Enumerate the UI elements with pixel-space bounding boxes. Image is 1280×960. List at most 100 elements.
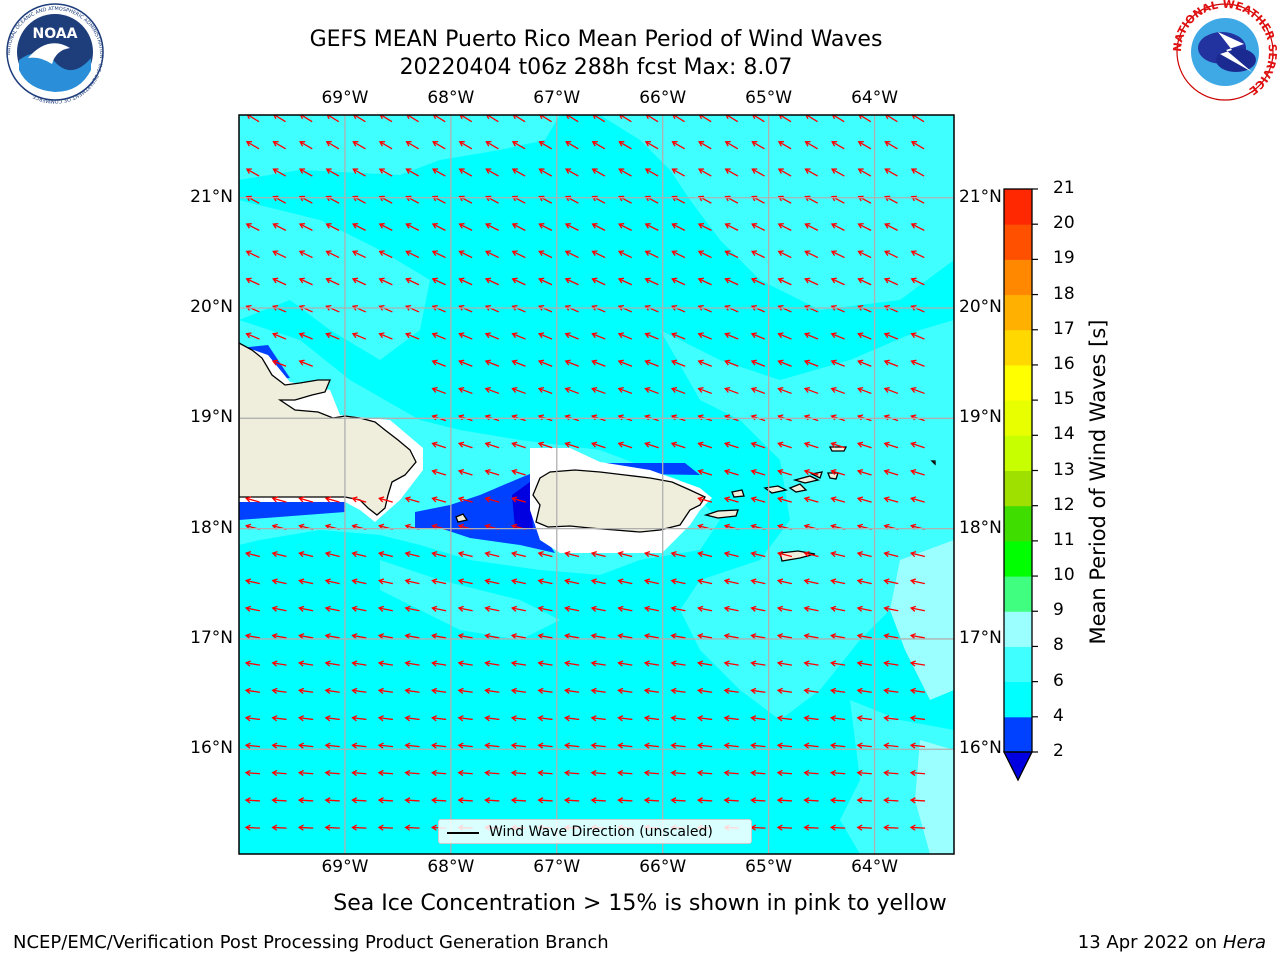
wave-arrow-head xyxy=(671,250,678,256)
wave-arrow-head xyxy=(777,168,784,174)
wave-arrow-head xyxy=(404,605,411,612)
wave-arrow xyxy=(325,771,340,775)
wave-arrow-head xyxy=(645,115,652,120)
wave-arrow xyxy=(778,278,792,286)
wave-arrow xyxy=(432,689,447,693)
wave-arrow-head xyxy=(777,195,784,202)
wave-arrow-head xyxy=(378,496,385,503)
wave-arrow-head xyxy=(377,605,385,612)
wave-arrow-head xyxy=(884,223,891,229)
wave-arrow xyxy=(725,305,739,313)
wave-arrow-head xyxy=(246,115,253,120)
wave-arrow-head xyxy=(698,115,705,120)
wave-arrow xyxy=(458,771,473,775)
wave-arrow xyxy=(725,168,739,177)
wave-arrow xyxy=(379,497,393,503)
wave-arrow xyxy=(511,771,527,775)
wave-arrow-head xyxy=(617,769,624,777)
colorbar-segment xyxy=(1004,435,1032,471)
wave-arrow xyxy=(538,799,553,802)
wave-arrow xyxy=(273,223,287,231)
wave-arrow-head xyxy=(298,305,305,311)
wave-arrow-head xyxy=(670,769,677,777)
wave-arrow-head xyxy=(724,195,731,202)
wave-arrow-head xyxy=(883,551,890,558)
wave-arrow xyxy=(432,771,447,775)
wave-arrow xyxy=(458,442,473,449)
wave-arrow xyxy=(645,278,659,286)
wave-arrow-head xyxy=(883,250,891,256)
wave-arrow xyxy=(512,305,526,313)
vieques xyxy=(703,509,739,519)
wave-arrow xyxy=(485,333,500,340)
wave-arrow xyxy=(698,579,713,585)
wave-arrow-head xyxy=(857,168,864,174)
wave-arrow xyxy=(325,662,340,666)
wave-arrow xyxy=(672,250,686,259)
wave-arrow-head xyxy=(830,250,837,256)
wave-arrow xyxy=(245,799,261,802)
wave-arrow-head xyxy=(724,387,731,393)
wave-arrow xyxy=(911,579,925,585)
wave-arrow xyxy=(432,717,447,721)
wave-arrow xyxy=(644,634,660,639)
wave-arrow xyxy=(379,333,393,340)
wave-arrow xyxy=(352,662,367,666)
wave-arrow-head xyxy=(431,359,438,366)
wave-arrow-head xyxy=(457,551,464,558)
wave-arrow-head xyxy=(431,578,438,585)
wave-arrow xyxy=(884,826,899,829)
wave-arrow-head xyxy=(458,250,465,256)
wave-arrow xyxy=(778,607,792,612)
wave-arrow-head xyxy=(271,578,278,585)
wave-arrow-head xyxy=(909,605,917,612)
wave-arrow xyxy=(591,662,606,666)
longitude-label: 66°W xyxy=(639,857,687,877)
wave-arrow xyxy=(245,826,261,829)
colorbar-tick-label: 21 xyxy=(1053,178,1075,198)
wave-arrow-head xyxy=(644,141,651,147)
colorbar-tick-label: 6 xyxy=(1053,670,1064,691)
wave-arrow-head xyxy=(723,605,730,612)
wave-arrow-head xyxy=(777,496,784,503)
colorbar xyxy=(1002,188,1038,782)
wave-arrow-head xyxy=(723,578,730,585)
wave-arrow-head xyxy=(458,168,465,174)
wave-arrow-head xyxy=(511,441,518,448)
wave-arrow xyxy=(272,552,287,558)
wave-arrow-head xyxy=(484,715,491,722)
wave-arrow-head xyxy=(377,578,385,585)
wave-arrow-head xyxy=(643,578,651,585)
wave-arrow-head xyxy=(457,469,465,476)
wave-arrow-head xyxy=(883,824,890,831)
wave-arrow xyxy=(618,771,633,775)
wave-arrow xyxy=(804,634,819,639)
wave-arrow xyxy=(352,826,367,829)
wave-arrow xyxy=(884,634,899,639)
wave-arrow xyxy=(432,250,446,259)
wave-arrow xyxy=(804,552,819,558)
wave-arrow-head xyxy=(244,551,252,558)
wave-arrow xyxy=(778,141,792,150)
wave-arrow-head xyxy=(644,250,651,256)
wave-arrow xyxy=(565,168,579,177)
wave-arrow-head xyxy=(618,141,625,147)
wave-arrow-head xyxy=(458,359,465,366)
wave-arrow-head xyxy=(324,715,331,722)
wave-arrow-head xyxy=(909,824,916,831)
wave-arrow xyxy=(538,278,553,286)
wave-arrow xyxy=(725,223,739,231)
wave-arrow xyxy=(671,771,686,775)
wave-arrow xyxy=(432,387,446,395)
wave-arrow-head xyxy=(245,195,252,202)
wave-arrow-head xyxy=(377,824,384,831)
wave-arrow xyxy=(618,278,633,286)
wave-arrow-head xyxy=(324,578,331,585)
wave-arrow-head xyxy=(618,195,625,202)
wave-arrow-head xyxy=(777,250,784,256)
wave-arrow-head xyxy=(378,277,385,284)
wave-arrow-head xyxy=(405,168,412,174)
wave-arrow-head xyxy=(377,769,384,777)
wave-arrow-head xyxy=(297,769,304,777)
wave-arrow xyxy=(645,141,659,150)
